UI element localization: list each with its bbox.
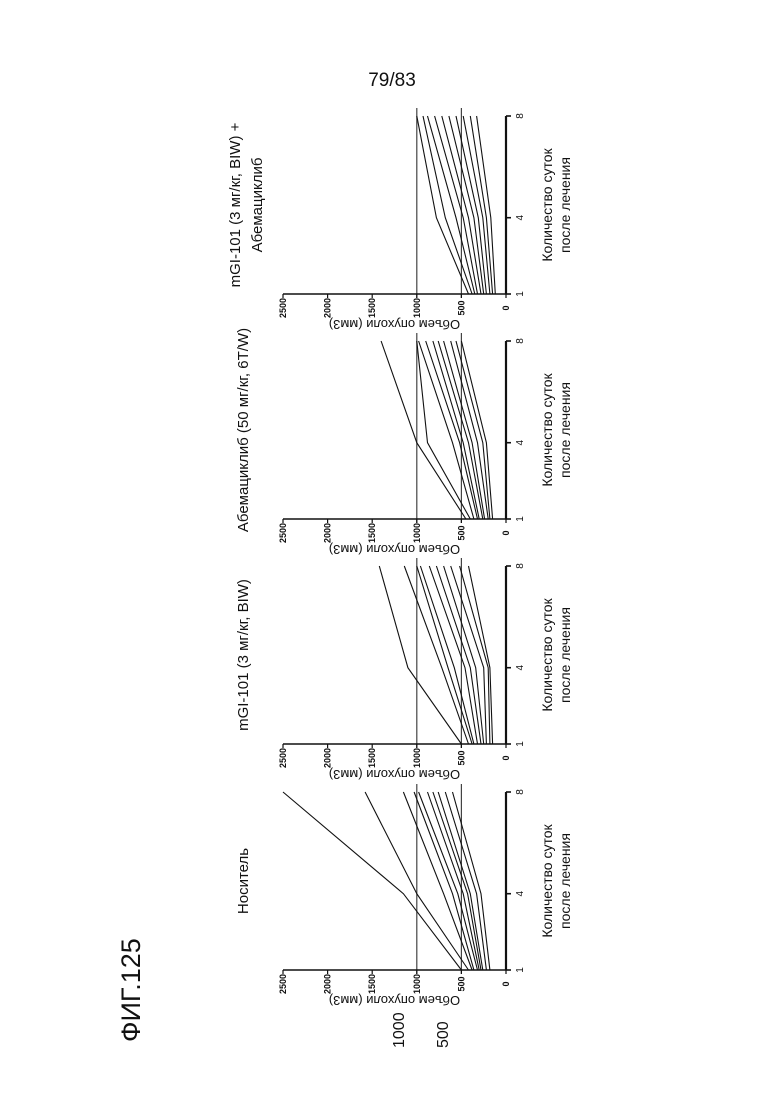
chart-2-title: mGI-101 (3 мг/кг, BIW) — [235, 579, 252, 731]
chart-1-value-tick-label-500: 500 — [456, 976, 466, 991]
chart-1-value-tick-label-2500: 2500 — [278, 974, 288, 994]
chart-3-xlabel-line1: Количество суток — [539, 373, 555, 487]
chart-4-day-tick-label-4: 4 — [515, 214, 526, 220]
chart-2-value-tick-label-0: 0 — [501, 755, 511, 760]
chart-1-value-tick-label-1500: 1500 — [367, 974, 377, 994]
chart-1-day-tick-label-4: 4 — [515, 890, 526, 896]
chart-2-series-line-1 — [379, 566, 461, 744]
chart-3-series-line-7 — [444, 341, 485, 519]
chart-4: 0 500 1000 1500 2000 2500 1 4 8 Объем опухоли (мм… — [227, 108, 573, 332]
chart-1-ylabel: Объем опухоли (мм3) — [329, 993, 460, 1008]
chart-4-day-tick-label-8: 8 — [515, 113, 526, 119]
chart-4-day-tick-label-1: 1 — [515, 291, 526, 297]
chart-4-title: mGI-101 (3 мг/кг, BIW) + — [227, 122, 244, 287]
chart-4-series-line-3 — [428, 116, 475, 294]
chart-4-value-tick-label-2000: 2000 — [323, 298, 333, 318]
chart-1-day-tick-label-1: 1 — [515, 967, 526, 973]
page-number: 79/83 — [368, 70, 416, 91]
chart-3-series-line-8 — [451, 341, 489, 519]
chart-3-value-tick-label-2500: 2500 — [278, 523, 288, 543]
chart-3-series-line-2 — [417, 341, 471, 519]
chart-1-value-tick-label-1000: 1000 — [412, 974, 422, 994]
chart-1-value-tick-label-0: 0 — [501, 981, 511, 986]
figure-label: ФИГ.125 — [116, 938, 146, 1042]
chart-2-value-tick-label-2000: 2000 — [323, 748, 333, 768]
chart-3: 0 500 1000 1500 2000 2500 1 4 8 Объем опухоли (мм… — [235, 328, 573, 557]
chart-4-value-tick-label-500: 500 — [456, 300, 466, 315]
chart-2-series-line-3 — [417, 566, 472, 744]
chart-1-day-tick-label-8: 8 — [515, 789, 526, 795]
chart-3-value-tick-label-1500: 1500 — [367, 523, 377, 543]
chart-1-value-tick-label-2000: 2000 — [323, 974, 333, 994]
chart-3-series-line-5 — [433, 341, 479, 519]
chart-2-day-tick-label-1: 1 — [515, 741, 526, 747]
chart-3-day-tick-label-4: 4 — [515, 439, 526, 445]
chart-2: 0 500 1000 1500 2000 2500 1 4 8 Объем опухоли (мм… — [235, 558, 573, 782]
figure-label-group: ФИГ.125 — [116, 938, 146, 1042]
chart-2-value-tick-label-1000: 1000 — [412, 748, 422, 768]
chart-3-xlabel-line2: после лечения — [557, 382, 573, 478]
chart-3-value-tick-label-0: 0 — [501, 530, 511, 535]
chart-1-xlabel-line2: после лечения — [557, 833, 573, 929]
chart-1-series-line-1 — [283, 792, 461, 970]
ref-annotation-1000: 1000 — [391, 1012, 408, 1048]
chart-4-title-line2: Абемациклиб — [249, 158, 266, 253]
ref-annotation-500: 500 — [435, 1021, 452, 1048]
charts-container: 05001000150020002500148Объем опухоли (мм… — [227, 108, 573, 1008]
chart-3-series-line-6 — [438, 341, 483, 519]
chart-2-value-tick-label-1500: 1500 — [367, 748, 377, 768]
chart-4-xlabel-line1: Количество суток — [539, 148, 555, 262]
chart-3-series-line-1 — [381, 341, 466, 519]
chart-1-series-line-4 — [414, 792, 474, 970]
chart-2-series-line-5 — [429, 566, 477, 744]
chart-2-xlabel-line2: после лечения — [557, 607, 573, 703]
chart-2-day-tick-label-4: 4 — [515, 664, 526, 670]
chart-3-value-tick-label-2000: 2000 — [323, 523, 333, 543]
chart-1-series-line-10 — [453, 792, 490, 970]
chart-4-series-line-10 — [477, 116, 496, 294]
chart-3-day-tick-label-1: 1 — [515, 516, 526, 522]
chart-1-title: Носитель — [235, 848, 252, 914]
chart-4-ylabel: Объем опухоли (мм3) — [329, 317, 460, 332]
ref-annotation-500-text: 500 — [435, 1021, 452, 1048]
chart-3-value-tick-label-500: 500 — [456, 525, 466, 540]
chart-3-day-tick-label-8: 8 — [515, 338, 526, 344]
chart-4-series-line-6 — [449, 116, 484, 294]
chart-4-xlabel-line2: после лечения — [557, 157, 573, 253]
chart-2-value-tick-label-2500: 2500 — [278, 748, 288, 768]
chart-4-value-tick-label-1500: 1500 — [367, 298, 377, 318]
chart-4-value-tick-label-0: 0 — [501, 305, 511, 310]
chart-2-ylabel: Объем опухоли (мм3) — [329, 767, 460, 782]
chart-3-value-tick-label-1000: 1000 — [412, 523, 422, 543]
chart-1-xlabel-line1: Количество суток — [539, 824, 555, 938]
ref-annotation-1000-text: 1000 — [391, 1012, 408, 1048]
chart-3-ylabel: Объем опухоли (мм3) — [329, 542, 460, 557]
chart-4-value-tick-label-2500: 2500 — [278, 298, 288, 318]
chart-2-xlabel-line1: Количество суток — [539, 598, 555, 712]
chart-2-day-tick-label-8: 8 — [515, 563, 526, 569]
chart-2-value-tick-label-500: 500 — [456, 750, 466, 765]
chart-3-title: Абемациклиб (50 мг/кг, 6T/W) — [235, 328, 252, 532]
chart-4-value-tick-label-1000: 1000 — [412, 298, 422, 318]
chart-1: 0 500 1000 1500 2000 2500 1 4 8 Объем опухоли (мм… — [235, 784, 573, 1008]
